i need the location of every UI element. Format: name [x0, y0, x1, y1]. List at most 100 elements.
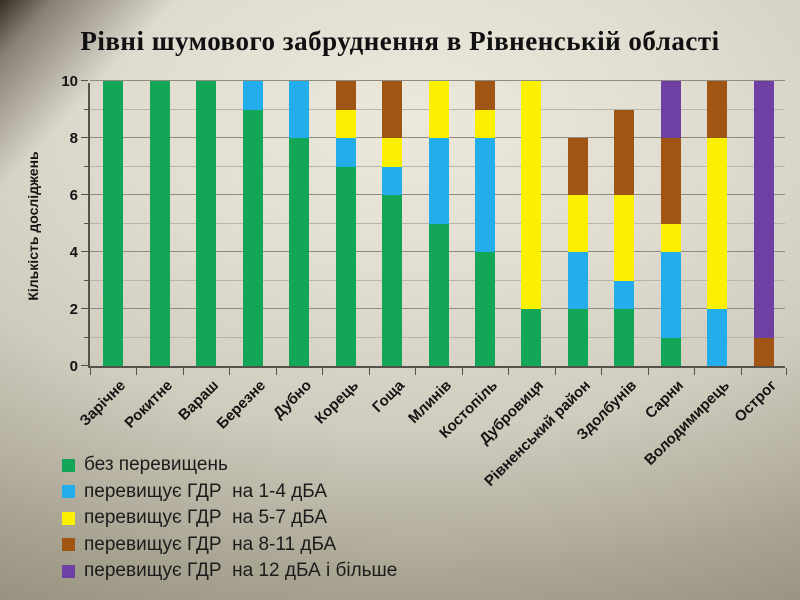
- y-tick-mark: [81, 308, 88, 309]
- bar-segment: [660, 81, 681, 138]
- legend-label: перевищує ГДР на 5-7 дБА: [84, 507, 328, 529]
- x-tick-mark: [601, 368, 603, 375]
- x-tick-mark: [90, 368, 91, 375]
- y-tick-mark: [81, 365, 88, 366]
- legend-item: без перевищень: [62, 452, 397, 479]
- bar-segment: [614, 109, 635, 195]
- legend-swatch-icon: [62, 458, 75, 472]
- bar-Дубровиця: [521, 81, 542, 366]
- bar-Корець: [335, 81, 356, 366]
- x-tick-mark: [786, 368, 787, 375]
- bar-segment: [614, 195, 635, 281]
- bar-Здолбунів: [614, 109, 635, 366]
- bar-Дубно: [289, 81, 310, 366]
- bar-segment: [521, 309, 542, 366]
- bar-segment: [521, 81, 542, 309]
- x-tick-mark: [647, 368, 649, 375]
- bar-Володимирець: [707, 81, 728, 366]
- legend-swatch-icon: [62, 538, 75, 552]
- bar-Сарни: [660, 81, 681, 366]
- y-tick-mark: [84, 222, 88, 224]
- legend-item: перевищує ГДР на 5-7 дБА: [62, 505, 397, 532]
- bar-segment: [335, 166, 356, 366]
- legend: без перевищень перевищує ГДР на 1-4 дБА пе…: [62, 452, 397, 585]
- bar-segment: [567, 309, 588, 366]
- bar-Млинів: [428, 81, 449, 366]
- legend-swatch-icon: [62, 511, 75, 525]
- bar-segment: [335, 109, 356, 138]
- legend-label: перевищує ГДР на 12 дБА і більше: [84, 560, 398, 582]
- bar-segment: [567, 138, 588, 195]
- bar-segment: [242, 109, 263, 366]
- legend-swatch-icon: [62, 485, 75, 499]
- x-tick-mark: [136, 368, 138, 375]
- bar-segment: [242, 81, 263, 110]
- bar-Костопіль: [474, 81, 495, 366]
- bar-Рокитне: [149, 81, 170, 366]
- y-tick-mark: [81, 251, 88, 252]
- bar-segment: [149, 81, 170, 366]
- bar-segment: [614, 309, 635, 366]
- bar-segment: [196, 81, 217, 366]
- bar-segment: [335, 81, 356, 110]
- bar-segment: [753, 337, 774, 366]
- x-tick-mark: [229, 368, 231, 375]
- y-tick-label: 10: [61, 73, 78, 90]
- legend-swatch-icon: [62, 564, 75, 578]
- bar-segment: [289, 138, 310, 366]
- bar-segment: [335, 138, 356, 167]
- bar-segment: [474, 252, 495, 366]
- x-tick-mark: [322, 368, 324, 375]
- bar-Березне: [242, 81, 263, 366]
- x-tick-mark: [415, 368, 417, 375]
- y-tick-mark: [81, 80, 88, 81]
- bar-segment: [428, 81, 449, 138]
- y-tick-label: 4: [69, 244, 78, 261]
- bar-segment: [382, 81, 403, 138]
- y-tick-label: 2: [69, 301, 78, 318]
- y-tick-mark: [84, 108, 88, 110]
- bar-segment: [660, 252, 681, 338]
- x-tick-mark: [740, 368, 742, 375]
- legend-label: перевищує ГДР на 1-4 дБА: [84, 480, 328, 502]
- legend-label: без перевищень: [84, 454, 228, 476]
- chart-title: Рівні шумового забруднення в Рівненській…: [80, 26, 720, 56]
- legend-item: перевищує ГДР на 8-11 дБА: [62, 532, 397, 559]
- gridline: [90, 80, 785, 81]
- y-tick-label: 6: [69, 187, 78, 204]
- bar-segment: [474, 81, 495, 110]
- bar-Гоща: [382, 81, 403, 366]
- bar-Вараш: [196, 81, 217, 366]
- x-tick-mark: [508, 368, 510, 375]
- y-tick-label: 0: [69, 358, 78, 375]
- bar-segment: [428, 223, 449, 366]
- y-tick-mark: [84, 279, 88, 281]
- bar-Зарічне: [103, 81, 124, 366]
- y-tick-mark: [81, 137, 88, 138]
- bar-segment: [753, 81, 774, 338]
- bar-segment: [567, 195, 588, 252]
- bar-segment: [474, 138, 495, 252]
- bar-segment: [660, 223, 681, 252]
- y-axis-title: Кількість досліджень: [25, 151, 41, 301]
- bar-segment: [428, 138, 449, 224]
- bar-segment: [289, 81, 310, 138]
- bar-Рівненський район: [567, 138, 588, 366]
- bar-segment: [382, 138, 403, 167]
- y-tick-mark: [84, 336, 88, 338]
- x-tick-mark: [461, 368, 463, 375]
- x-tick-mark: [554, 368, 556, 375]
- bar-segment: [614, 280, 635, 309]
- legend-item: перевищує ГДР на 12 дБА і більше: [62, 558, 397, 585]
- x-tick-mark: [694, 368, 696, 375]
- bar-segment: [707, 138, 728, 309]
- x-tick-mark: [275, 368, 277, 375]
- bar-segment: [382, 195, 403, 366]
- bar-segment: [707, 309, 728, 366]
- legend-label: перевищує ГДР на 8-11 дБА: [84, 533, 337, 555]
- plot-area: 0 2 4 6 8 10: [61, 73, 787, 375]
- x-tick-mark: [368, 368, 370, 375]
- y-tick-mark: [81, 194, 88, 195]
- bar-segment: [707, 81, 728, 138]
